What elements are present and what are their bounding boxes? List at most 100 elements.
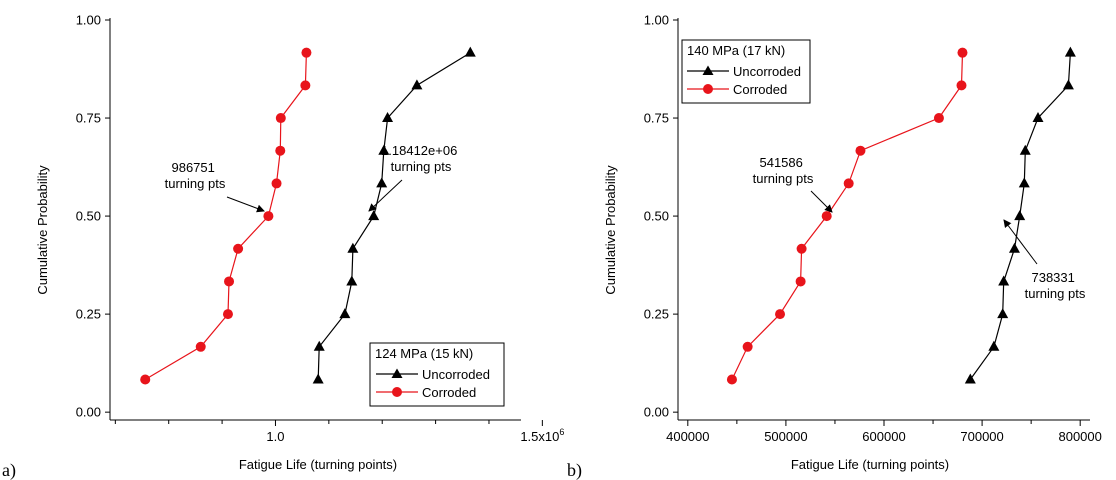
data-point-uncorroded	[1014, 210, 1026, 221]
annotation-label: 986751 turning pts	[165, 160, 226, 191]
data-point-uncorroded	[1064, 46, 1076, 57]
x-tick-exponent: 6	[559, 427, 564, 437]
data-point-uncorroded	[964, 373, 976, 384]
y-tick-label: 0.75	[76, 111, 101, 126]
y-tick-label: 0.25	[76, 307, 101, 322]
data-point-corroded	[271, 178, 282, 189]
annotation-label: 541586 turning pts	[753, 155, 814, 186]
annotation-line: turning pts	[165, 176, 226, 191]
annotation-label: 738331 turning pts	[1025, 270, 1086, 301]
chart-panel-a: a) Cumulative Probability Fatigue Life (…	[2, 13, 564, 480]
data-point-corroded	[855, 145, 866, 156]
annotation-line: 986751	[171, 160, 214, 175]
y-tick-label: 0.00	[76, 405, 101, 420]
annotation-line: 738331	[1031, 270, 1074, 285]
legend-entry-uncorroded: Uncorroded	[422, 367, 490, 382]
y-tick-label: 1.00	[644, 13, 669, 28]
data-point-uncorroded	[346, 275, 358, 286]
data-point-corroded	[263, 211, 274, 222]
y-tick-label: 0.50	[644, 209, 669, 224]
data-point-uncorroded	[411, 79, 423, 90]
data-point-corroded	[222, 309, 233, 320]
series-layer	[140, 46, 476, 385]
x-tick-label: 500000	[764, 429, 807, 444]
data-point-corroded	[795, 276, 806, 287]
legend-entry-uncorroded: Uncorroded	[733, 64, 801, 79]
x-axis-title: Fatigue Life (turning points)	[791, 457, 949, 472]
x-tick-label: 800000	[1058, 429, 1101, 444]
data-point-corroded	[796, 243, 807, 254]
data-point-uncorroded	[1062, 79, 1074, 90]
axes: 0.00 0.25 0.50 0.75 1.00 1.0 1.5x106	[76, 13, 565, 445]
data-point-uncorroded	[988, 340, 1000, 351]
data-point-corroded	[301, 47, 312, 58]
data-point-uncorroded	[382, 112, 394, 123]
data-point-uncorroded	[464, 46, 476, 57]
y-tick-label: 0.00	[644, 405, 669, 420]
annotation-arrow	[810, 190, 833, 213]
annotation-arrow	[368, 179, 403, 212]
data-point-uncorroded	[998, 275, 1010, 286]
series-line-corroded	[144, 52, 307, 381]
x-tick-label: 600000	[862, 429, 905, 444]
data-point-corroded	[775, 309, 786, 320]
y-axis-title: Cumulative Probability	[35, 165, 50, 295]
annotation-line: 541586	[759, 155, 802, 170]
y-tick-label: 0.50	[76, 209, 101, 224]
data-point-corroded	[933, 113, 944, 124]
data-point-corroded	[726, 374, 737, 385]
annotation-line: turning pts	[753, 171, 814, 186]
annotation-layer: 986751 turning pts 1.18412e+06 turning p…	[165, 143, 461, 213]
chart-panel-b: b) Cumulative Probability Fatigue Life (…	[567, 13, 1102, 480]
series-layer	[726, 46, 1076, 385]
data-point-uncorroded	[339, 308, 351, 319]
data-point-corroded	[233, 243, 244, 254]
y-tick-label: 0.25	[644, 307, 669, 322]
data-point-corroded	[140, 374, 151, 385]
data-point-uncorroded	[1019, 144, 1031, 155]
annotation-label: 1.18412e+06 turning pts	[381, 143, 461, 174]
data-point-uncorroded	[312, 373, 324, 384]
annotation-layer: 541586 turning pts 738331 turning pts	[753, 155, 1086, 301]
y-axis-title: Cumulative Probability	[603, 165, 618, 295]
data-point-corroded	[300, 80, 311, 91]
legend-swatch-circle	[703, 84, 713, 94]
x-tick-label: 1.0	[266, 429, 284, 444]
annotation-arrow	[226, 196, 265, 213]
panel-label: b)	[567, 460, 582, 480]
annotation-arrow	[1003, 219, 1038, 265]
data-point-uncorroded	[1032, 112, 1044, 123]
data-point-uncorroded	[997, 308, 1009, 319]
legend-entry-corroded: Corroded	[733, 82, 787, 97]
legend-swatch-triangle	[391, 368, 403, 378]
data-point-corroded	[742, 341, 753, 352]
data-point-corroded	[956, 80, 967, 91]
data-point-uncorroded	[1018, 177, 1030, 188]
panel-label: a)	[2, 460, 16, 480]
legend-title: 140 MPa (17 kN)	[687, 43, 785, 58]
data-point-uncorroded	[368, 210, 380, 221]
legend-entry-corroded: Corroded	[422, 385, 476, 400]
annotation-line: turning pts	[1025, 286, 1086, 301]
data-point-corroded	[957, 47, 968, 58]
data-point-corroded	[275, 145, 286, 156]
data-point-corroded	[195, 341, 206, 352]
x-axis-title: Fatigue Life (turning points)	[239, 457, 397, 472]
data-point-uncorroded	[376, 177, 388, 188]
legend: 124 MPa (15 kN) Uncorroded Corroded	[369, 342, 505, 407]
axes: 0.00 0.25 0.50 0.75 1.00 400000 500000 600000 70…	[644, 13, 1102, 445]
legend: 140 MPa (17 kN) Uncorroded Corroded	[681, 39, 811, 104]
data-point-uncorroded	[1008, 242, 1020, 253]
annotation-line: turning pts	[391, 159, 452, 174]
data-point-uncorroded	[347, 242, 359, 253]
data-point-corroded	[821, 211, 832, 222]
data-point-uncorroded	[378, 144, 390, 155]
data-point-corroded	[224, 276, 235, 287]
legend-swatch-circle	[392, 387, 402, 397]
data-point-corroded	[275, 113, 286, 124]
data-point-uncorroded	[313, 340, 325, 351]
legend-title: 124 MPa (15 kN)	[375, 346, 473, 361]
y-tick-label: 0.75	[644, 111, 669, 126]
annotation-line: 1.18412e+06	[381, 143, 457, 158]
